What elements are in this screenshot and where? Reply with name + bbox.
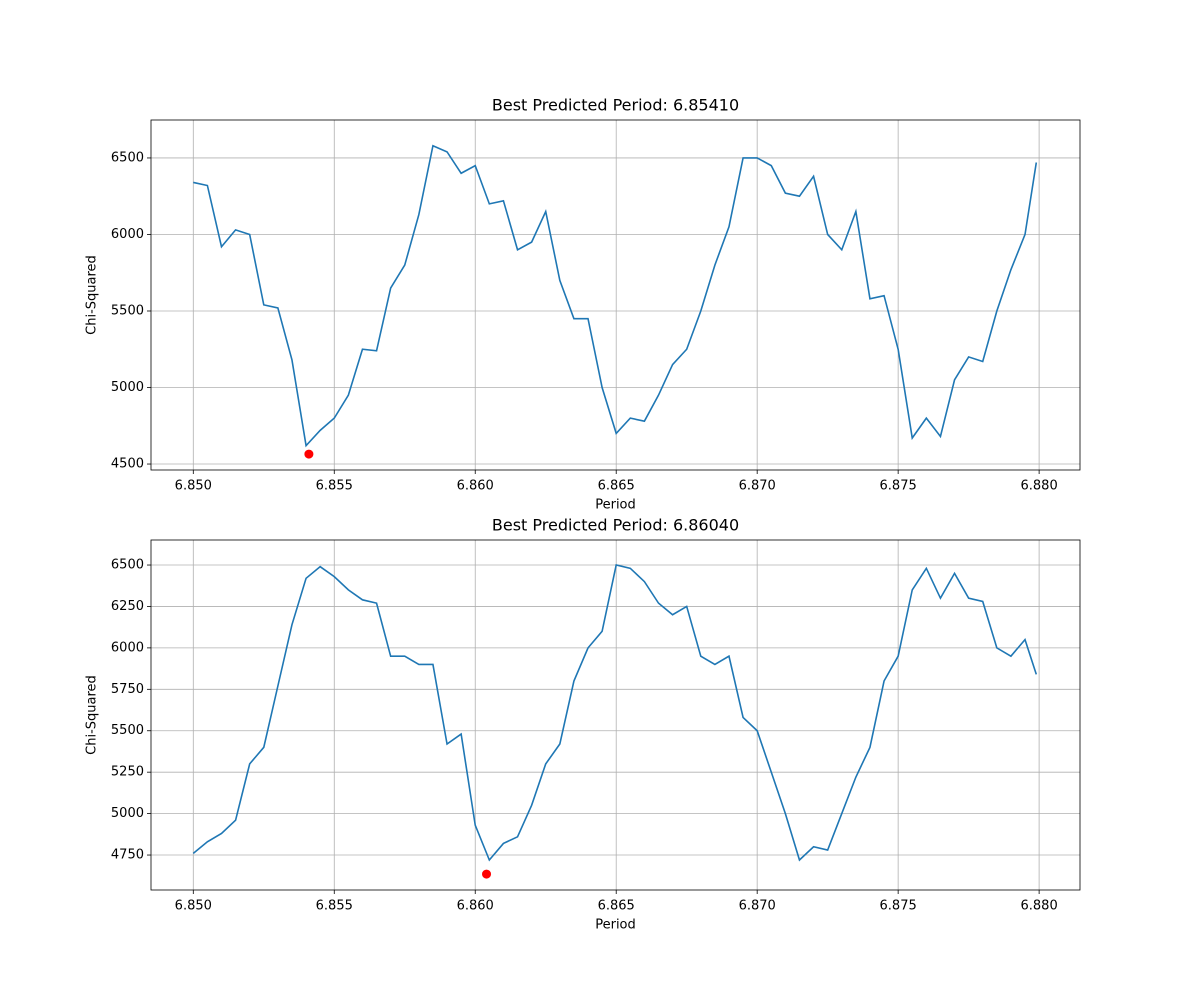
x-tick-label: 6.865	[598, 479, 635, 494]
plot-frame	[150, 539, 1081, 891]
x-tick-label: 6.875	[880, 479, 917, 494]
y-axis-label: Chi-Squared	[85, 255, 100, 335]
plot-frame	[150, 119, 1081, 471]
x-tick-label: 6.855	[316, 479, 353, 494]
x-tick-label: 6.870	[739, 899, 776, 914]
y-tick-label: 4750	[111, 848, 144, 863]
y-tick-label: 5750	[111, 682, 144, 697]
y-axis-label: Chi-Squared	[85, 675, 100, 755]
y-tick-label: 5500	[111, 303, 144, 318]
data-line	[192, 564, 1038, 862]
best-point	[304, 449, 314, 459]
x-tick-label: 6.880	[1021, 899, 1058, 914]
y-tick-label: 6500	[111, 558, 144, 573]
y-tick-label: 5000	[111, 380, 144, 395]
x-tick-label: 6.850	[175, 899, 212, 914]
y-tick-label: 6250	[111, 599, 144, 614]
y-tick-label: 5000	[111, 806, 144, 821]
x-tick-label: 6.855	[316, 899, 353, 914]
x-tick-label: 6.860	[457, 479, 494, 494]
x-tick-label: 6.875	[880, 899, 917, 914]
y-tick-label: 5500	[111, 723, 144, 738]
y-tick-label: 5250	[111, 765, 144, 780]
x-axis-label: Period	[595, 918, 636, 933]
y-tick-label: 6000	[111, 640, 144, 655]
y-tick-label: 4500	[111, 457, 144, 472]
x-tick-label: 6.850	[175, 479, 212, 494]
x-tick-label: 6.880	[1021, 479, 1058, 494]
x-axis-label: Period	[595, 498, 636, 513]
chart-title: Best Predicted Period: 6.85410	[492, 96, 739, 115]
x-tick-label: 6.870	[739, 479, 776, 494]
best-point	[482, 869, 492, 879]
data-line	[193, 144, 1038, 448]
y-tick-label: 6500	[111, 150, 144, 165]
x-tick-label: 6.860	[457, 899, 494, 914]
x-tick-label: 6.865	[598, 899, 635, 914]
chart-title: Best Predicted Period: 6.86040	[492, 516, 739, 535]
y-tick-label: 6000	[111, 227, 144, 242]
